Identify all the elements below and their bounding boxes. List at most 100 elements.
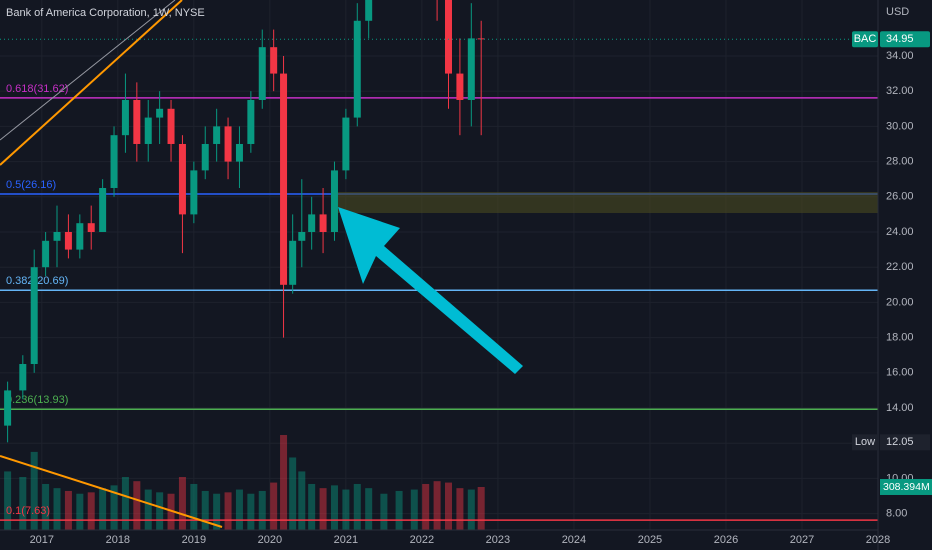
volume-bar — [156, 492, 164, 530]
trend-line — [0, 0, 176, 141]
y-tick-label: 14.00 — [886, 402, 914, 414]
candle-body — [42, 240, 50, 268]
volume-bar — [353, 483, 361, 530]
low-tag-name: Low — [855, 436, 875, 448]
volume-tag: 308.394M — [883, 481, 930, 493]
candle-body — [365, 0, 373, 21]
volume-bar — [477, 486, 485, 530]
candle-body — [133, 99, 141, 144]
volume-bar — [308, 483, 316, 530]
volume-bar — [87, 492, 95, 530]
volume-bar — [235, 489, 243, 530]
candle-body — [247, 99, 255, 144]
candle-body — [213, 126, 221, 144]
candle-body — [319, 214, 327, 232]
volume-bar — [289, 457, 297, 530]
candle-body — [167, 108, 175, 144]
volume-bar — [178, 477, 186, 530]
price-axis — [878, 0, 932, 550]
volume-bar — [201, 490, 209, 530]
arrow — [338, 207, 523, 374]
volume-bar — [410, 489, 418, 530]
volume-bar — [133, 481, 141, 530]
y-tick-label: 28.00 — [886, 155, 914, 167]
volume-bar — [365, 488, 373, 530]
candle-body — [76, 223, 84, 250]
candle-body — [258, 47, 266, 100]
price-tag-name-bg — [852, 31, 878, 48]
volume-bar — [224, 492, 232, 530]
price-tag-name: BAC — [854, 33, 877, 45]
volume-bar — [64, 490, 72, 530]
fib-label: 0.5(26.16) — [6, 179, 56, 191]
candle-body — [144, 117, 152, 144]
fib-label: 0.1(7.63) — [6, 505, 50, 517]
volume-bar — [433, 481, 441, 530]
y-tick-label: 18.00 — [886, 332, 914, 344]
candle-body — [353, 20, 361, 118]
x-tick-label: 2022 — [410, 534, 434, 546]
candle-body — [178, 143, 186, 215]
candle-body — [308, 214, 316, 232]
candle-body — [456, 73, 464, 100]
y-tick-label: 16.00 — [886, 367, 914, 379]
volume-bar — [99, 488, 107, 530]
candle-body — [30, 267, 38, 365]
low-tag-bg — [880, 434, 930, 451]
chart-title: Bank of America Corporation, 1W, NYSE — [6, 7, 205, 19]
candle-body — [99, 187, 107, 232]
volume-bar — [270, 482, 278, 530]
y-tick-label: 26.00 — [886, 191, 914, 203]
candle-body — [156, 108, 164, 118]
x-tick-label: 2028 — [866, 534, 890, 546]
candle-body — [298, 231, 306, 241]
currency: USD — [886, 6, 909, 18]
x-tick-label: 2023 — [486, 534, 510, 546]
volume-bar — [298, 471, 306, 530]
candle-body — [224, 126, 232, 162]
volume-bar — [330, 485, 338, 530]
candle-body — [53, 231, 61, 241]
x-tick-label: 2021 — [334, 534, 358, 546]
x-tick-label: 2019 — [182, 534, 206, 546]
y-tick-label: 20.00 — [886, 296, 914, 308]
candle-body — [342, 117, 350, 171]
y-tick-label: 30.00 — [886, 120, 914, 132]
candle-body — [190, 170, 198, 215]
candle-body — [235, 143, 243, 162]
volume-bar — [42, 483, 50, 530]
candle-body — [110, 135, 118, 188]
trend-line — [0, 455, 223, 528]
x-tick-label: 2017 — [30, 534, 54, 546]
volume-bar — [280, 435, 288, 530]
volume-bar — [110, 485, 118, 530]
volume-bar — [213, 493, 221, 530]
time-axis — [0, 530, 932, 550]
volume-bar — [395, 490, 403, 530]
volume-bar — [319, 488, 327, 530]
volume-bar — [30, 451, 38, 530]
volume-bar — [4, 471, 12, 530]
y-tick-label: 34.00 — [886, 50, 914, 62]
volume-bar — [247, 493, 255, 530]
x-tick-label: 2020 — [258, 534, 282, 546]
candle-body — [64, 231, 72, 250]
x-tick-label: 2018 — [106, 534, 130, 546]
x-tick-label: 2025 — [638, 534, 662, 546]
fib-label: 0.236(13.93) — [6, 394, 68, 406]
price-tag-value: 34.95 — [886, 33, 914, 45]
low-tag-value: 12.05 — [886, 436, 914, 448]
volume-bar — [190, 483, 198, 530]
volume-bar — [456, 488, 464, 530]
candle-body — [4, 390, 12, 426]
candle-body — [87, 223, 95, 232]
price-tag-bg — [880, 31, 930, 48]
zone — [336, 192, 878, 213]
candle-body — [19, 364, 27, 391]
volume-bar — [53, 488, 61, 530]
x-tick-label: 2026 — [714, 534, 738, 546]
x-tick-label: 2024 — [562, 534, 586, 546]
